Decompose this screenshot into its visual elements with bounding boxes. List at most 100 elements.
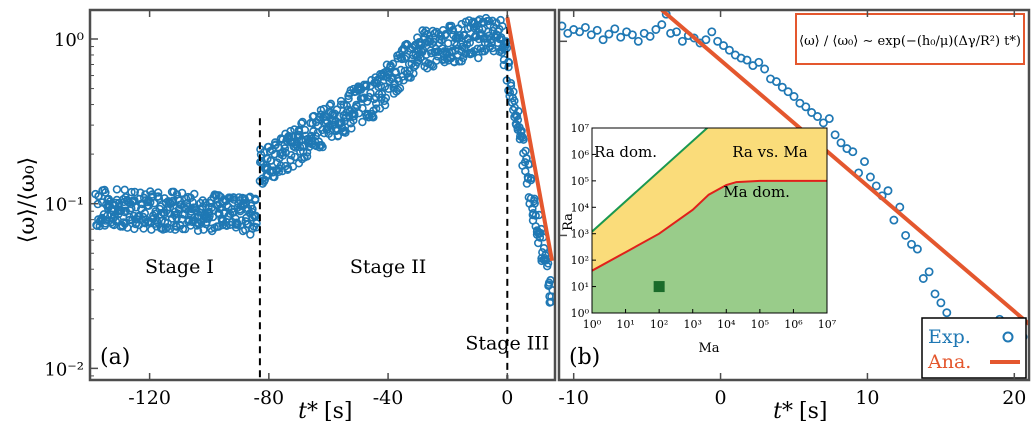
inset-x-tick-label: 10⁴ [717, 318, 736, 331]
panel-a-data-point [310, 137, 320, 146]
inset-x-tick-label: 10⁰ [583, 318, 602, 331]
inset-y-tick-label: 10⁶ [571, 148, 590, 161]
panel-a-data-point [441, 30, 450, 39]
panel-a-data-point [341, 128, 350, 137]
ra-vs-ma-label: Ra vs. Ma [732, 143, 807, 161]
inset-x-tick-label: 10⁶ [784, 318, 803, 331]
panel-b-data-point [559, 21, 567, 31]
panel-b-data-point [672, 27, 681, 37]
panel-a-data-point [474, 25, 484, 34]
panel-a-x-axis-label: t* [s] [298, 399, 352, 424]
y-tick-label: 10⁻¹ [44, 195, 84, 216]
y-tick-label: 10⁻² [44, 359, 84, 380]
x-tick-label: 0 [501, 387, 513, 409]
panel-b-frame [557, 8, 1031, 382]
panel-a-label: (a) [100, 345, 130, 370]
panel-a-data-point [427, 60, 437, 70]
panel-a-data-point [280, 144, 290, 153]
panel-a-data-point [391, 67, 400, 76]
x-tick-label: -80 [254, 387, 285, 409]
panel-b-data-point [930, 289, 940, 299]
panel-a-data-point [504, 62, 513, 72]
panel-a-x-axis-unit: [s] [324, 399, 352, 424]
panel-a-data-point [278, 148, 287, 157]
panel-b-data-point [918, 274, 928, 283]
panel-a-data-point [380, 100, 390, 110]
panel-a-data-point [152, 216, 162, 225]
panel-a-data-point [379, 72, 388, 81]
panel-a-data-point [526, 174, 536, 183]
inset-plot-area [592, 128, 827, 313]
inset-x-tick-label: 10³ [684, 318, 702, 331]
panel-a-data-point [369, 94, 379, 104]
panel-a-points [91, 13, 555, 307]
panel-a-data-point [154, 194, 164, 203]
panel-b-data-point [586, 30, 596, 40]
panel-b-data-point [580, 22, 590, 32]
panel-a-data-point [509, 87, 518, 96]
panel-a-x-axis-variable: t* [298, 399, 318, 424]
panel-a-data-point [362, 80, 371, 90]
inset-y-tick-label: 10⁵ [571, 175, 589, 188]
panel-a-data-point [94, 191, 103, 201]
x-tick-label: 20 [1002, 387, 1026, 409]
panel-a-data-point [298, 117, 307, 127]
panel-a-data-point [448, 46, 457, 55]
panel-b-data-point [592, 25, 602, 35]
panel-b-data-point [783, 87, 793, 97]
panel-b-fit-line [660, 10, 1029, 326]
panel-b-data-point [895, 202, 905, 212]
panel-a-data-point [461, 49, 471, 58]
panel-a-data-point [252, 219, 261, 228]
inset-y-tick-label: 10⁴ [571, 201, 590, 214]
panel-a-data-point [384, 84, 393, 94]
ma-dominated-region [592, 180, 827, 313]
inset-y-tick-label: 10¹ [571, 281, 589, 294]
panel-a-data-point [326, 99, 336, 109]
legend-exp-marker [1002, 331, 1014, 343]
inset-x-axis-label: Ma [698, 341, 719, 356]
panel-b-data-point [754, 57, 764, 67]
panel-a-data-point [393, 85, 403, 95]
inset-x-ticks: 10⁰ 10¹ 10² 10³ 10⁴ 10⁵ 10⁶ 10⁷ [583, 309, 837, 331]
panel-a-data-point [362, 97, 372, 106]
panel-a-data-point [127, 187, 136, 197]
inset-y-tick-label: 10⁷ [571, 122, 590, 135]
panel-a-data-point [514, 106, 523, 116]
panel-b-data-point [818, 118, 828, 128]
panel-a-data-point [251, 194, 260, 204]
legend: Exp. Ana. [921, 317, 1027, 379]
panel-b-label: (b) [569, 345, 600, 370]
panel-a-data-point [181, 194, 191, 204]
panel-b-x-ticks: -10 0 10 20 [558, 10, 1026, 409]
panel-a-data-point [486, 35, 496, 44]
x-tick-label: 0 [715, 387, 727, 409]
panel-b-data-point [645, 31, 655, 41]
panel-b-data-point [666, 28, 676, 38]
panel-a-data-point [291, 143, 300, 152]
panel-a-data-point [467, 48, 476, 58]
panel-b-data-point [610, 24, 620, 34]
panel-b-x-axis-unit: [s] [799, 399, 827, 424]
inset-y-tick-label: 10³ [571, 228, 589, 241]
panel-b-data-point [719, 41, 728, 51]
inset-x-tick-label: 10² [650, 318, 668, 331]
panel-a: -120 -80 -40 0 10⁻² 10⁻¹ 10⁰ Stage I Stage II… [15, 8, 567, 424]
panel-b-data-point [813, 112, 822, 121]
panel-a-data-point [190, 189, 199, 199]
panel-a-data-point [512, 111, 522, 121]
panel-a-data-point [297, 119, 306, 128]
panel-b-data-point [860, 157, 869, 167]
panel-a-data-point [111, 217, 121, 226]
panel-a-data-point [276, 161, 285, 170]
panel-a-data-point [270, 150, 279, 159]
panel-a-data-point [533, 238, 543, 248]
panel-a-data-point [165, 209, 175, 218]
legend-box [921, 317, 1027, 379]
panel-a-data-point [544, 280, 553, 289]
panel-a-x-ticks: -120 -80 -40 0 [128, 10, 513, 409]
panel-b-data-point [889, 215, 899, 225]
panel-a-data-point [388, 59, 398, 68]
inset-y-tick-label: 10² [571, 254, 589, 267]
